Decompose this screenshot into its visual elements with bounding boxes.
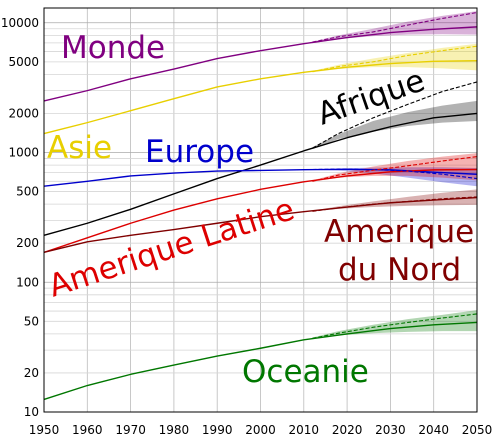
amerique-du-nord-label: Amerique: [324, 214, 474, 250]
asie-label: Asie: [47, 130, 112, 166]
x-tick-label: 1970: [115, 423, 146, 437]
x-tick-label: 2020: [332, 423, 363, 437]
y-tick-label: 20: [24, 366, 39, 380]
monde-label: Monde: [61, 30, 165, 66]
x-tick-label: 2040: [418, 423, 449, 437]
monde-band: [312, 11, 477, 44]
monde-line: [43, 26, 478, 102]
oceanie-band: [312, 310, 477, 340]
x-tick-label: 1990: [202, 423, 233, 437]
x-tick-label: 2010: [289, 423, 320, 437]
asie-line: [43, 60, 478, 135]
y-tick-label: 2000: [8, 106, 39, 120]
oceanie-line: [43, 321, 478, 401]
europe-projection: [312, 168, 478, 180]
asie-projection: [312, 45, 478, 73]
europe-label: Europe: [145, 134, 254, 170]
amerique-du-nord-projection: [312, 196, 478, 212]
projection-dashes: [312, 11, 478, 339]
y-tick-label: 10: [24, 405, 39, 419]
monde-projection: [312, 11, 478, 43]
y-tick-label: 5000: [8, 55, 39, 69]
amerique-latine-band: [312, 153, 477, 182]
y-tick-label: 50: [24, 314, 39, 328]
y-tick-label: 500: [16, 185, 39, 199]
oceanie-projection: [312, 313, 478, 339]
x-tick-label: 2000: [245, 423, 276, 437]
x-tick-label: 1960: [72, 423, 103, 437]
y-tick-label: 10000: [1, 16, 39, 30]
tick-labels: 1950 1960 1970 1980 1990 2000 2010 2020 2030 2040…: [1, 16, 492, 437]
afrique-line: [43, 112, 478, 237]
y-tick-label: 100: [16, 275, 39, 289]
y-tick-label: 200: [16, 236, 39, 250]
plot-frame: [43, 7, 478, 413]
asie-band: [312, 43, 477, 73]
afrique-projection: [312, 81, 478, 149]
oceanie-label: Oceanie: [242, 354, 369, 390]
x-tick-label: 2050: [462, 423, 493, 437]
x-tick-label: 2030: [375, 423, 406, 437]
afrique-band: [312, 100, 477, 150]
y-tick-label: 1000: [8, 146, 39, 160]
amerique-du-nord-label: du Nord: [338, 252, 461, 288]
amerique-latine-projection: [312, 156, 478, 182]
x-tick-label: 1950: [29, 423, 60, 437]
x-tick-label: 1980: [159, 423, 190, 437]
